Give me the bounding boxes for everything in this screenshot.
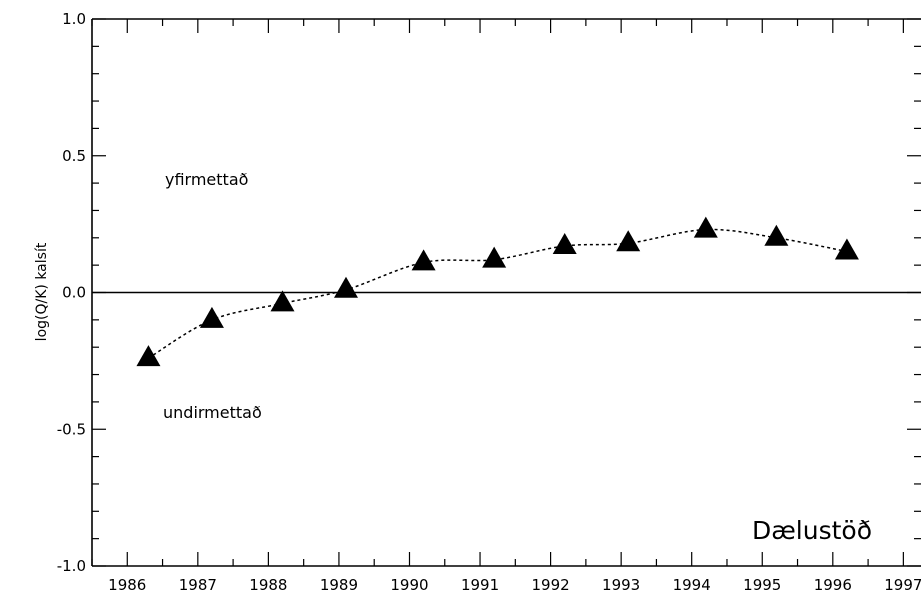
- data-point: [764, 224, 789, 246]
- data-point: [616, 230, 641, 252]
- x-tick-label: 1990: [390, 576, 428, 594]
- y-axis-label: log(Q/K) kalsít: [34, 242, 50, 341]
- x-tick-label: 1993: [602, 576, 640, 594]
- x-tick-label: 1987: [179, 576, 217, 594]
- x-tick-label: 1992: [532, 576, 570, 594]
- series-line: [148, 228, 848, 359]
- tick-labels-layer: 1986 1987 1988 1989 1990 1991 1992 1993 1994 1995…: [57, 10, 921, 594]
- data-point: [199, 306, 224, 328]
- data-point: [333, 276, 358, 298]
- y-tick-label: 0.0: [62, 284, 86, 302]
- x-tick-label: 1997: [884, 576, 921, 594]
- data-point: [834, 238, 859, 260]
- annotation-lower: undirmettað: [163, 403, 262, 422]
- data-point: [693, 216, 718, 238]
- data-point: [552, 232, 577, 254]
- x-tick-label: 1994: [673, 576, 711, 594]
- data-point: [482, 246, 507, 268]
- station-label: Dælustöð: [752, 516, 872, 545]
- data-point: [411, 249, 436, 271]
- y-tick-label: 0.5: [62, 147, 86, 165]
- y-tick-label: -1.0: [57, 557, 86, 575]
- y-tick-label: 1.0: [62, 10, 86, 28]
- x-tick-label: 1995: [743, 576, 781, 594]
- x-tick-label: 1988: [249, 576, 287, 594]
- x-tick-label: 1991: [461, 576, 499, 594]
- annotation-upper: yfirmettað: [165, 170, 248, 189]
- ticks-layer: [91, 18, 921, 567]
- x-tick-label: 1986: [108, 576, 146, 594]
- markers-layer: [136, 216, 859, 367]
- x-tick-label: 1989: [320, 576, 358, 594]
- x-tick-label: 1996: [814, 576, 852, 594]
- y-tick-label: -0.5: [57, 420, 86, 438]
- data-point: [270, 290, 295, 312]
- data-point: [136, 345, 161, 367]
